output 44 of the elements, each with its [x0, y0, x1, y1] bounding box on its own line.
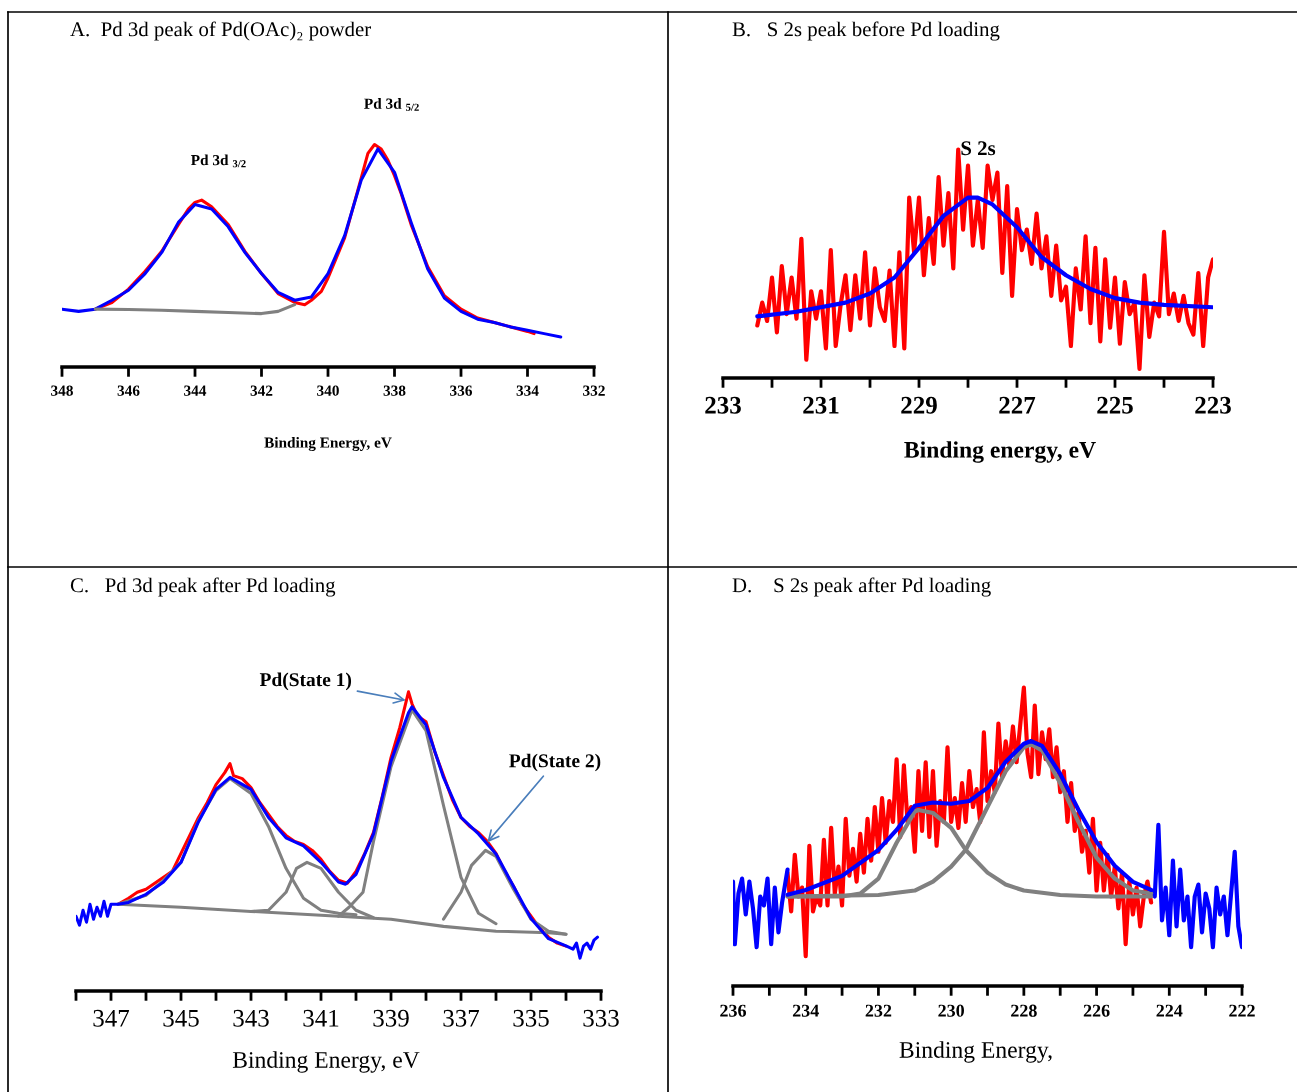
x-axis-title: Binding energy, eV: [904, 441, 1096, 463]
x-tick-label: 338: [383, 385, 406, 396]
x-tick-label: 344: [184, 385, 207, 396]
x-axis-title: Binding Energy,: [899, 1041, 1052, 1063]
x-tick-label: 227: [999, 396, 1036, 414]
x-tick-label: 226: [1083, 1004, 1110, 1017]
x-tick-label: 345: [163, 1009, 199, 1027]
chart-title: D. S 2s peak after Pd loading: [732, 577, 991, 597]
x-tick-label: 340: [317, 385, 339, 396]
chart-title: C. Pd 3d peak after Pd loading: [70, 577, 336, 597]
x-tick-label: 222: [1229, 1004, 1255, 1017]
x-tick-label: 333: [583, 1009, 619, 1027]
x-tick-label: 332: [583, 385, 605, 396]
annotation: S 2s: [961, 141, 996, 156]
x-tick-label: 336: [450, 385, 473, 396]
annotation: Pd 3d $_{5/2}$: [364, 98, 419, 111]
x-tick-label: 228: [1011, 1004, 1037, 1017]
x-tick-label: 347: [93, 1009, 130, 1027]
annotation: Pd 3d $_{3/2}$: [190, 154, 246, 168]
annotation: Pd(State 2): [509, 753, 601, 772]
chart-title: B. S 2s peak before Pd loading: [732, 21, 1000, 41]
x-tick-label: 223: [1195, 396, 1231, 414]
x-tick-label: 231: [803, 396, 839, 414]
x-tick-label: 346: [117, 385, 140, 396]
chart-title: A. Pd 3d peak of Pd(OAc)₂ powder: [70, 21, 372, 41]
x-tick-label: 341: [303, 1009, 339, 1027]
x-tick-label: 348: [51, 385, 73, 396]
x-tick-label: 335: [513, 1009, 549, 1027]
x-tick-label: 334: [516, 385, 539, 396]
x-tick-label: 234: [792, 1004, 819, 1017]
x-tick-label: 236: [720, 1004, 747, 1017]
x-axis-title: Binding Energy, eV: [232, 1051, 420, 1073]
x-tick-label: 229: [901, 396, 937, 414]
x-tick-label: 339: [373, 1009, 409, 1027]
x-tick-label: 343: [233, 1009, 269, 1027]
x-tick-label: 225: [1097, 396, 1133, 414]
x-tick-label: 232: [865, 1004, 892, 1017]
x-tick-label: 224: [1156, 1004, 1183, 1017]
annotation: Pd(State 1): [259, 672, 352, 691]
x-tick-label: 233: [705, 396, 741, 414]
x-tick-label: 342: [250, 385, 273, 396]
x-tick-label: 230: [938, 1004, 964, 1017]
x-axis-title: Binding Energy, eV: [264, 437, 392, 451]
x-tick-label: 337: [443, 1009, 480, 1027]
